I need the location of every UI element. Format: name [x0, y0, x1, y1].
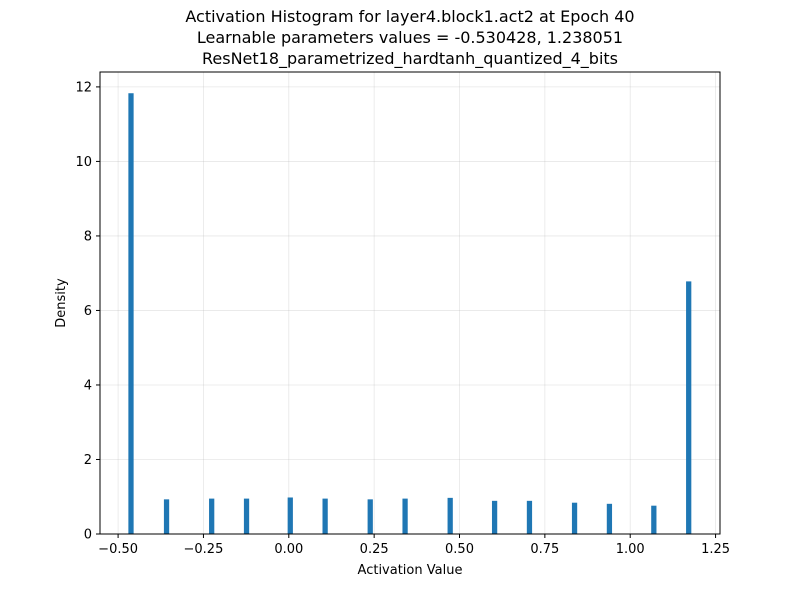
histogram-bar	[287, 497, 293, 534]
histogram-bar	[447, 497, 453, 534]
histogram-bar	[571, 502, 578, 534]
x-tick-label: 0.00	[274, 542, 303, 557]
histogram-bar	[243, 498, 250, 534]
y-tick-label: 4	[84, 378, 92, 393]
histogram-bar	[402, 498, 408, 534]
x-tick-label: −0.50	[98, 542, 138, 557]
histogram-bar	[367, 499, 373, 534]
histogram-bar	[491, 500, 498, 534]
y-axis-label: Density	[54, 278, 69, 328]
histogram-bars	[128, 93, 692, 535]
title-line-2: Learnable parameters values = -0.530428,…	[197, 28, 623, 47]
histogram-bar	[651, 505, 657, 534]
histogram-bar	[606, 503, 613, 534]
y-tick-label: 8	[84, 229, 92, 244]
chart-title: Activation Histogram for layer4.block1.a…	[185, 7, 634, 69]
x-axis-ticks: −0.50 −0.25 0.00 0.25 0.50 0.75 1.00 1.25	[98, 534, 730, 557]
x-tick-label: 0.75	[530, 542, 559, 557]
histogram-bar	[322, 498, 328, 534]
x-tick-label: 0.25	[360, 542, 389, 557]
x-tick-label: 0.50	[445, 542, 474, 557]
x-tick-label: 1.00	[616, 542, 645, 557]
y-axis-ticks: 0 2 4 6 8 10 12	[75, 80, 100, 543]
plot-frame	[99, 71, 721, 535]
title-line-3: ResNet18_parametrized_hardtanh_quantized…	[202, 49, 618, 69]
histogram-bar	[128, 93, 134, 535]
y-tick-label: 6	[84, 304, 92, 319]
x-tick-label: −0.25	[184, 542, 224, 557]
histogram-bar	[686, 281, 692, 534]
histogram-bar	[209, 498, 215, 534]
x-axis-label: Activation Value	[358, 563, 463, 578]
title-line-1: Activation Histogram for layer4.block1.a…	[185, 7, 634, 26]
y-tick-label: 12	[75, 80, 92, 95]
y-tick-label: 0	[84, 528, 92, 543]
y-tick-label: 2	[84, 453, 92, 468]
histogram-bar	[526, 500, 533, 534]
x-tick-label: 1.25	[701, 542, 730, 557]
y-tick-label: 10	[75, 155, 92, 170]
grid-lines	[100, 72, 720, 535]
histogram-bar	[163, 499, 170, 534]
